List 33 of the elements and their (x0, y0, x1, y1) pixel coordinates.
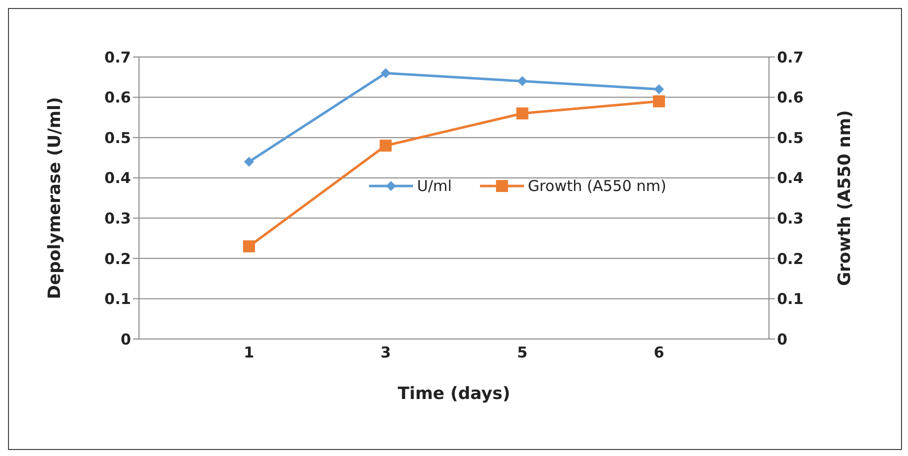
y-tick-label: 0 (120, 330, 131, 348)
x-tick-label: 1 (244, 344, 254, 362)
y2-tick-label: 0.6 (777, 88, 804, 107)
x-tick-label: 3 (380, 344, 391, 362)
y-axis-title: Depolymerase (U/ml) (45, 96, 66, 300)
point (380, 140, 392, 152)
point (653, 95, 665, 108)
point (380, 68, 391, 78)
y2-tick-label: 0.3 (777, 209, 804, 228)
y2-tick-label: 0.7 (777, 48, 804, 66)
y2-tick-label: 0.1 (777, 290, 804, 308)
x-axis-title: Time (days) (398, 384, 510, 404)
legend-label: U/ml (417, 177, 452, 195)
point (517, 76, 528, 86)
y-tick-label: 0.5 (104, 128, 131, 147)
y2-tick-label: 0.2 (777, 250, 804, 268)
y-tick-label: 0.1 (104, 290, 131, 308)
point (516, 107, 528, 120)
y-tick-label: 0.6 (104, 88, 131, 107)
point (243, 240, 255, 252)
y-tick-label: 0.7 (104, 48, 131, 66)
point (654, 84, 664, 94)
y2-tick-label: 0 (777, 330, 788, 348)
y2-tick-label: 0.5 (777, 128, 804, 147)
y-tick-label: 0.4 (104, 169, 131, 188)
y-tick-label: 0.2 (104, 250, 131, 268)
point (244, 156, 254, 167)
y2-tick-label: 0.4 (777, 169, 804, 188)
y2-axis-title: Growth (A550 nm) (835, 110, 856, 286)
x-tick-label: 5 (517, 344, 528, 362)
y-tick-label: 0.3 (104, 209, 131, 228)
legend-label: Growth (A550 nm) (528, 177, 666, 195)
x-tick-label: 6 (654, 344, 664, 362)
